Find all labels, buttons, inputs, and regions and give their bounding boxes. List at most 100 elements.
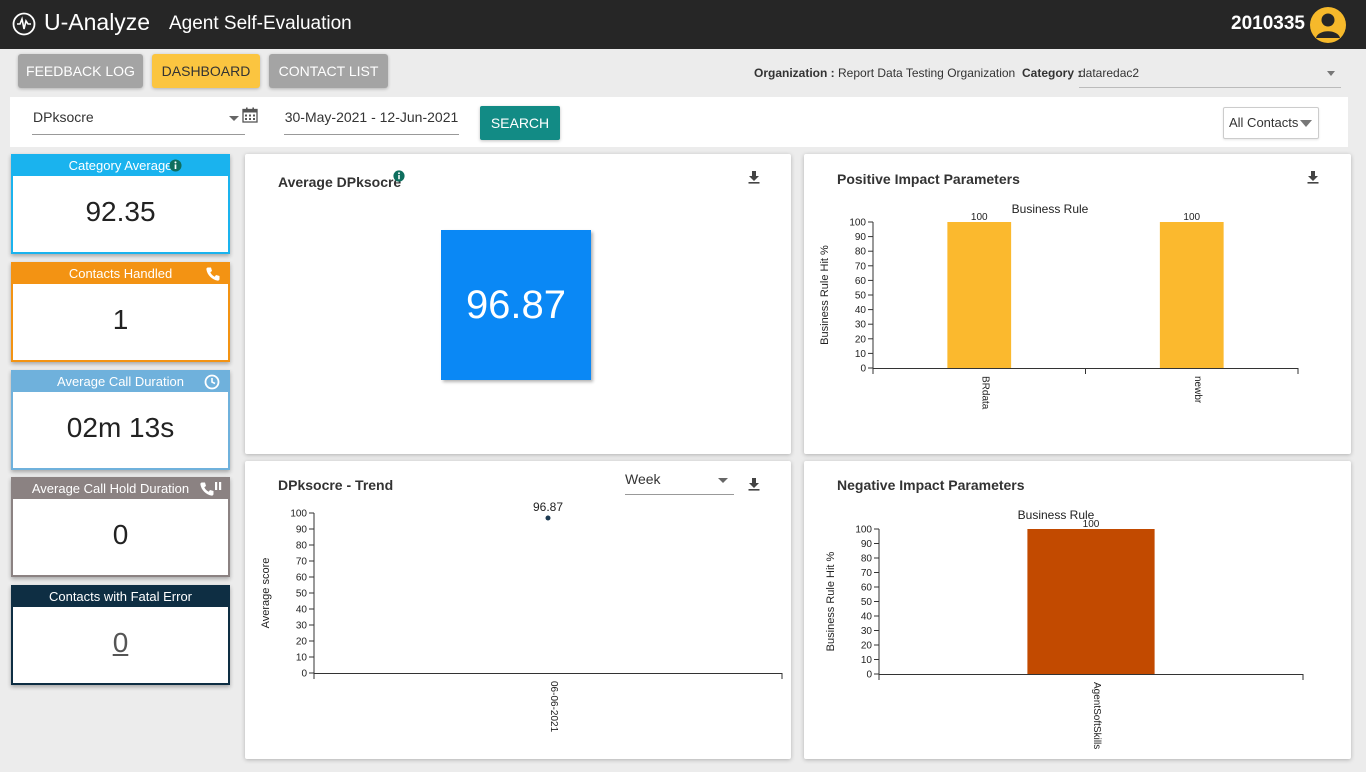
chevron-down-icon [1327, 71, 1335, 76]
y-tick-label: 40 [296, 605, 308, 616]
metric-select[interactable]: DPksocre [32, 105, 245, 135]
y-tick-label: 100 [290, 509, 307, 520]
trend-chart: 0 10 20 30 40 50 60 70 80 90 100 Average score 96.87… [260, 500, 783, 733]
download-icon[interactable] [1306, 170, 1320, 184]
chart-title: Business Rule [1018, 508, 1095, 522]
kpi-label: Average Call Duration [57, 374, 184, 389]
y-tick-label: 70 [855, 261, 867, 272]
kpi-label: Category Average [68, 158, 173, 173]
data-label: 100 [971, 212, 988, 223]
kpi-average-call-duration: Average Call Duration 02m 13s [11, 370, 230, 470]
y-tick-label: 0 [860, 364, 866, 375]
brand-name: U-Analyze [44, 9, 151, 35]
y-tick-label: 60 [855, 276, 867, 287]
chevron-down-icon [1300, 120, 1312, 127]
dashboard-button[interactable]: DASHBOARD [152, 54, 260, 88]
negative-impact-panel: Negative Impact Parameters Business Rule… [804, 461, 1351, 759]
kpi-category-average: Category Average 92.35 [11, 154, 230, 254]
y-axis-label: Business Rule Hit % [825, 551, 837, 651]
metric-value: DPksocre [33, 109, 94, 125]
panel-title: Average DPksocre [278, 174, 402, 190]
fatal-error-link[interactable]: 0 [112, 627, 129, 658]
x-tick-label: BRdata [979, 376, 990, 410]
chart-title: Business Rule [1012, 202, 1089, 216]
y-tick-label: 70 [861, 568, 873, 579]
y-tick-label: 70 [296, 557, 308, 568]
y-tick-label: 0 [866, 670, 872, 681]
kpi-contacts-with-fatal-error: Contacts with Fatal Error 0 [11, 585, 230, 685]
search-button[interactable]: SEARCH [480, 106, 560, 140]
contact-list-button[interactable]: CONTACT LIST [269, 54, 388, 88]
period-value: Week [625, 471, 661, 487]
y-tick-label: 20 [855, 334, 867, 345]
data-label: 100 [1183, 212, 1200, 223]
kpi-label: Contacts Handled [68, 266, 173, 281]
bar [1159, 222, 1224, 368]
organization-value: Report Data Testing Organization [838, 66, 1016, 80]
negative-impact-chart: Business Rule 0 10 20 30 40 50 60 70 80 90 100 Busin… [825, 508, 1304, 749]
y-tick-label: 10 [861, 655, 873, 666]
y-tick-label: 90 [296, 525, 308, 536]
user-avatar-icon[interactable] [1310, 7, 1346, 43]
organization-info: Organization : Report Data Testing Organ… [754, 66, 1015, 80]
y-tick-label: 20 [296, 637, 308, 648]
kpi-value: 92.35 [85, 196, 156, 227]
clock-icon [204, 374, 220, 390]
y-tick-label: 10 [296, 653, 308, 664]
y-tick-label: 60 [861, 583, 873, 594]
info-icon[interactable] [393, 170, 405, 182]
average-score-tile: 96.87 [441, 230, 591, 380]
kpi-label: Contacts with Fatal Error [48, 589, 193, 604]
bar [1027, 529, 1155, 674]
y-tick-label: 50 [855, 291, 867, 302]
trend-panel: DPksocre - Trend Week 0 10 20 30 40 50 60 70 80 9… [245, 461, 791, 759]
positive-impact-chart: Business Rule 0 10 20 30 40 50 60 70 80 90 100 Busin… [819, 202, 1299, 410]
y-tick-label: 30 [855, 320, 867, 331]
average-score-panel: Average DPksocre 96.87 [245, 154, 791, 454]
kpi-contacts-handled: Contacts Handled 1 [11, 262, 230, 362]
kpi-value: 0 [112, 519, 129, 550]
y-tick-label: 90 [861, 539, 873, 550]
chevron-down-icon [718, 478, 728, 483]
download-icon[interactable] [747, 477, 761, 491]
data-label: 96.87 [533, 500, 563, 514]
page-title: Agent Self-Evaluation [169, 13, 352, 34]
data-point [545, 515, 551, 521]
period-select[interactable]: Week [625, 467, 734, 495]
y-tick-label: 80 [855, 247, 867, 258]
feedback-log-button[interactable]: FEEDBACK LOG [18, 54, 143, 88]
user-id[interactable]: 2010335 [1231, 13, 1305, 34]
kpi-header: Average Call Hold Duration [13, 479, 228, 499]
date-range-input[interactable]: 30-May-2021 - 12-Jun-2021 [284, 105, 459, 135]
contacts-filter-select[interactable]: All Contacts [1223, 107, 1319, 139]
x-tick-label: 06-06-2021 [548, 681, 559, 733]
y-tick-label: 30 [861, 626, 873, 637]
kpi-header: Contacts with Fatal Error [13, 587, 228, 607]
y-tick-label: 0 [301, 669, 307, 680]
category-select[interactable]: dataredac2 [1079, 60, 1341, 88]
chevron-down-icon [229, 116, 239, 121]
info-icon[interactable] [169, 159, 182, 172]
y-axis-label: Average score [260, 558, 272, 629]
y-tick-label: 40 [861, 612, 873, 623]
y-tick-label: 30 [296, 621, 308, 632]
y-tick-label: 10 [855, 349, 867, 360]
category-label: Category : [1022, 66, 1082, 80]
organization-label: Organization : [754, 66, 835, 80]
y-tick-label: 40 [855, 305, 867, 316]
x-tick-label: newbr [1192, 376, 1203, 404]
y-tick-label: 100 [849, 218, 866, 229]
phone-icon [206, 267, 220, 281]
y-tick-label: 50 [296, 589, 308, 600]
calendar-icon[interactable] [242, 107, 258, 123]
x-tick-label: AgentSoftSkills [1091, 682, 1102, 749]
panel-title: Negative Impact Parameters [837, 477, 1025, 493]
download-icon[interactable] [747, 170, 761, 184]
category-value: dataredac2 [1079, 66, 1140, 80]
bar [947, 222, 1012, 368]
y-tick-label: 100 [855, 525, 872, 536]
kpi-header: Average Call Duration [13, 372, 228, 392]
panel-title: Positive Impact Parameters [837, 171, 1020, 187]
kpi-value: 02m 13s [66, 412, 175, 443]
filter-bar: DPksocre 30-May-2021 - 12-Jun-2021 SEARC… [10, 97, 1348, 147]
